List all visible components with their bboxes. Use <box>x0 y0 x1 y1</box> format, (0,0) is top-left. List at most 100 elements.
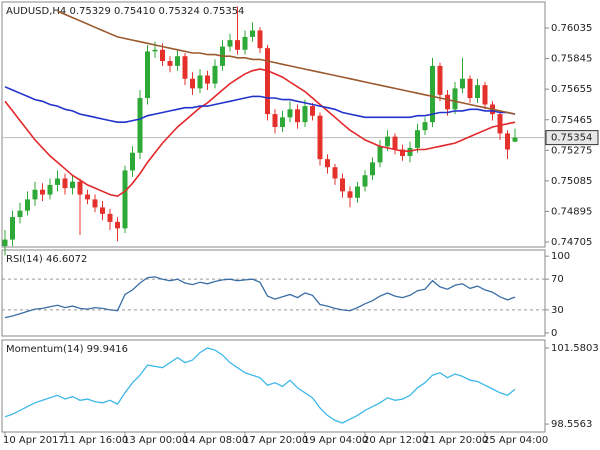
candle-body <box>107 213 113 222</box>
y-tick-label: 0.74895 <box>551 206 592 217</box>
candle-body <box>310 106 315 116</box>
candle-body <box>32 189 38 200</box>
y-tick-label: 30 <box>551 305 564 316</box>
candle-body <box>25 199 30 211</box>
candle-body <box>175 56 180 66</box>
indicator-line <box>4 276 516 319</box>
y-tick-label: 0.76035 <box>551 23 592 34</box>
x-tick-label: 21 Apr 20:00 <box>423 435 488 446</box>
candle-body <box>10 217 15 240</box>
candle-body <box>77 181 83 195</box>
panel-title: Momentum(14) 99.9416 <box>6 344 128 355</box>
y-tick-label: 98.5563 <box>551 419 592 430</box>
y-tick-label: 0 <box>551 328 557 339</box>
candle-body <box>505 133 510 150</box>
candle-body <box>62 178 68 189</box>
candle-body <box>460 78 465 89</box>
x-tick-label: 20 Apr 12:00 <box>363 435 428 446</box>
panel-frame <box>1 1 546 248</box>
candle-body <box>235 40 240 50</box>
candle-body <box>295 109 300 123</box>
candle-body <box>122 170 128 229</box>
candle-body <box>332 167 338 179</box>
candle-body <box>115 221 120 229</box>
candle-body <box>467 78 473 99</box>
candle-body <box>430 65 435 123</box>
candle-body <box>340 178 345 192</box>
y-tick-label: 101.5803 <box>551 343 599 354</box>
x-tick-label: 13 Apr 00:00 <box>123 435 188 446</box>
candle-body <box>265 48 270 115</box>
candle-body <box>385 136 390 147</box>
moving-average <box>57 10 516 115</box>
candle-body <box>182 56 188 79</box>
y-tick-label: 0.74705 <box>551 237 592 248</box>
x-tick-label: 10 Apr 2017 <box>3 435 65 446</box>
candle-body <box>392 136 398 150</box>
candle-body <box>197 75 203 89</box>
price-box <box>545 130 599 146</box>
candle-body <box>17 210 23 218</box>
candle-body <box>362 175 368 187</box>
indicator-line <box>4 347 516 424</box>
panel-title: AUDUSD,H4 0.75329 0.75410 0.75324 0.7535… <box>6 6 244 17</box>
candle-body <box>70 181 75 189</box>
candle-body <box>40 189 45 195</box>
y-tick-label: 0.75465 <box>551 115 592 126</box>
panel-title: RSI(14) 46.6072 <box>6 254 87 265</box>
y-tick-label: 0.75655 <box>551 84 592 95</box>
candle-body <box>145 51 150 99</box>
x-tick-label: 14 Apr 08:00 <box>183 435 248 446</box>
y-tick-label: 0.75275 <box>551 145 592 156</box>
candle-body <box>2 239 8 247</box>
candle-body <box>160 49 165 62</box>
candle-body <box>325 159 330 168</box>
candle-body <box>227 40 233 47</box>
candle-body <box>415 130 420 148</box>
candle-body <box>452 88 458 110</box>
candle-body <box>167 61 173 66</box>
candle-body <box>92 199 98 208</box>
candle-body <box>242 36 248 50</box>
candle-body <box>257 30 263 49</box>
y-tick-label: 70 <box>551 274 564 285</box>
candle-body <box>205 75 210 84</box>
price-label: 0.75354 <box>551 133 592 144</box>
panel-frame <box>1 249 546 337</box>
candle-body <box>497 114 503 134</box>
moving-average <box>4 68 516 198</box>
candle-body <box>212 65 218 84</box>
candle-body <box>152 49 158 52</box>
x-tick-label: 25 Apr 04:00 <box>483 435 548 446</box>
candle-body <box>190 78 195 89</box>
moving-average <box>4 86 516 123</box>
candle-body <box>137 98 143 153</box>
candle-body <box>355 186 360 198</box>
candle-body <box>422 122 428 131</box>
candle-body <box>130 152 135 171</box>
candle-body <box>347 191 353 198</box>
y-tick-label: 0.75085 <box>551 176 592 187</box>
candle-body <box>407 147 413 156</box>
x-tick-label: 11 Apr 16:00 <box>63 435 128 446</box>
y-tick-label: 0.75845 <box>551 54 592 65</box>
x-tick-label: 17 Apr 20:00 <box>243 435 308 446</box>
candle-body <box>272 114 278 127</box>
candle-body <box>287 109 293 118</box>
x-tick-label: 19 Apr 04:00 <box>303 435 368 446</box>
y-tick-label: 100 <box>551 251 570 262</box>
candle-body <box>47 184 53 195</box>
candle-body <box>280 117 285 127</box>
candle-body <box>437 65 443 95</box>
candle-body <box>512 137 518 142</box>
candle-body <box>85 194 90 200</box>
candle-body <box>400 149 405 156</box>
candle-body <box>250 30 255 37</box>
candle-body <box>445 94 450 110</box>
panel-frame <box>1 339 546 433</box>
candle-body <box>100 207 105 214</box>
candle-body <box>370 162 375 176</box>
